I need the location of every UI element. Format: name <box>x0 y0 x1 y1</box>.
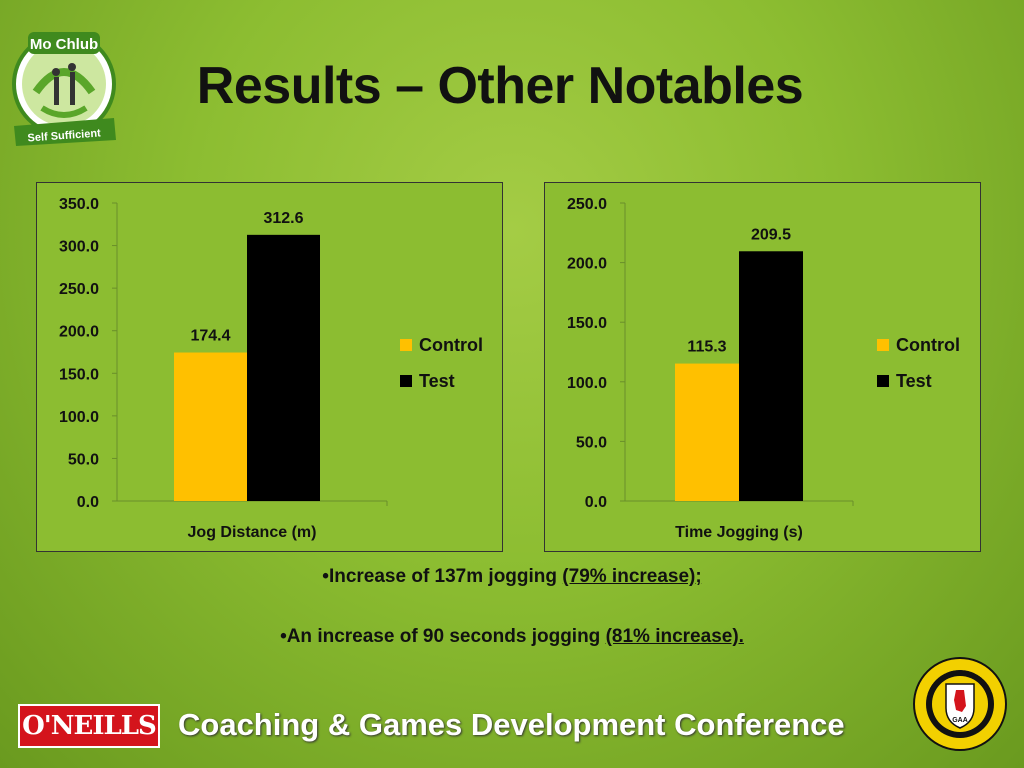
legend-swatch-test <box>400 375 412 387</box>
legend-label-control: Control <box>419 335 483 355</box>
ulster-gaa-crest: GAA Cumann Lúthchleas Gael Uladh <box>912 656 1008 752</box>
x-category-label: Time Jogging (s) <box>675 524 803 541</box>
club-logo-name: Mo Chlub <box>30 36 98 53</box>
chart-time-jogging-svg: 0.0 50.0 100.0 150.0 200.0 250.0 115.3 209.5 Tim… <box>567 196 960 541</box>
legend-label-test: Test <box>419 371 455 391</box>
y-tick-label: 200.0 <box>59 324 99 341</box>
bullet-time-emphasis: (81% increase). <box>605 626 744 647</box>
bullet-time-text: •An increase of 90 seconds jogging <box>280 626 606 647</box>
y-tick-label: 100.0 <box>59 409 99 426</box>
bar-test <box>739 251 803 501</box>
y-tick-label: 0.0 <box>77 494 99 511</box>
chart-time-jogging: 0.0 50.0 100.0 150.0 200.0 250.0 115.3 209.5 Tim… <box>544 182 981 552</box>
y-tick-label: 0.0 <box>585 494 607 511</box>
bullet-distance-emphasis: (79% increase); <box>562 566 702 587</box>
slide-title: Results – Other Notables <box>196 57 804 115</box>
legend-swatch-test <box>877 375 889 387</box>
legend-label-test: Test <box>896 371 932 391</box>
chart-jog-distance-svg: 0.0 50.0 100.0 150.0 200.0 250.0 300.0 350.0 174… <box>59 196 483 541</box>
club-logo-banner: Self Sufficient <box>27 127 101 144</box>
data-label-test: 209.5 <box>751 226 791 243</box>
bullet-time: •An increase of 90 seconds jogging (81% … <box>0 626 1024 648</box>
oneills-logo: O'NEILLS <box>18 704 160 748</box>
y-tick-label: 50.0 <box>68 451 99 468</box>
legend-swatch-control <box>400 339 412 351</box>
legend-swatch-control <box>877 339 889 351</box>
data-label-control: 174.4 <box>190 328 230 345</box>
y-tick-label: 150.0 <box>59 366 99 383</box>
data-label-control: 115.3 <box>687 339 726 356</box>
crest-badge: GAA <box>952 717 968 724</box>
y-tick-label: 250.0 <box>567 196 607 213</box>
x-category-label: Jog Distance (m) <box>188 524 317 541</box>
conference-title: Coaching & Games Development Conference <box>178 707 845 742</box>
legend-label-control: Control <box>896 335 960 355</box>
y-tick-label: 200.0 <box>567 256 607 273</box>
y-tick-label: 150.0 <box>567 315 607 332</box>
bar-control <box>675 363 739 501</box>
y-tick-label: 350.0 <box>59 196 99 213</box>
bullet-distance: •Increase of 137m jogging (79% increase)… <box>0 566 1024 588</box>
bar-test <box>247 234 320 501</box>
y-tick-label: 50.0 <box>576 434 607 451</box>
bar-control <box>174 352 247 501</box>
chart-jog-distance: 0.0 50.0 100.0 150.0 200.0 250.0 300.0 350.0 174… <box>36 182 503 552</box>
y-tick-label: 250.0 <box>59 281 99 298</box>
y-tick-label: 100.0 <box>567 375 607 392</box>
y-tick-label: 300.0 <box>59 239 99 256</box>
bullet-distance-text: •Increase of 137m jogging <box>322 566 563 587</box>
data-label-test: 312.6 <box>263 210 303 227</box>
mo-chlub-logo: Mo Chlub Self Sufficient <box>6 22 122 148</box>
